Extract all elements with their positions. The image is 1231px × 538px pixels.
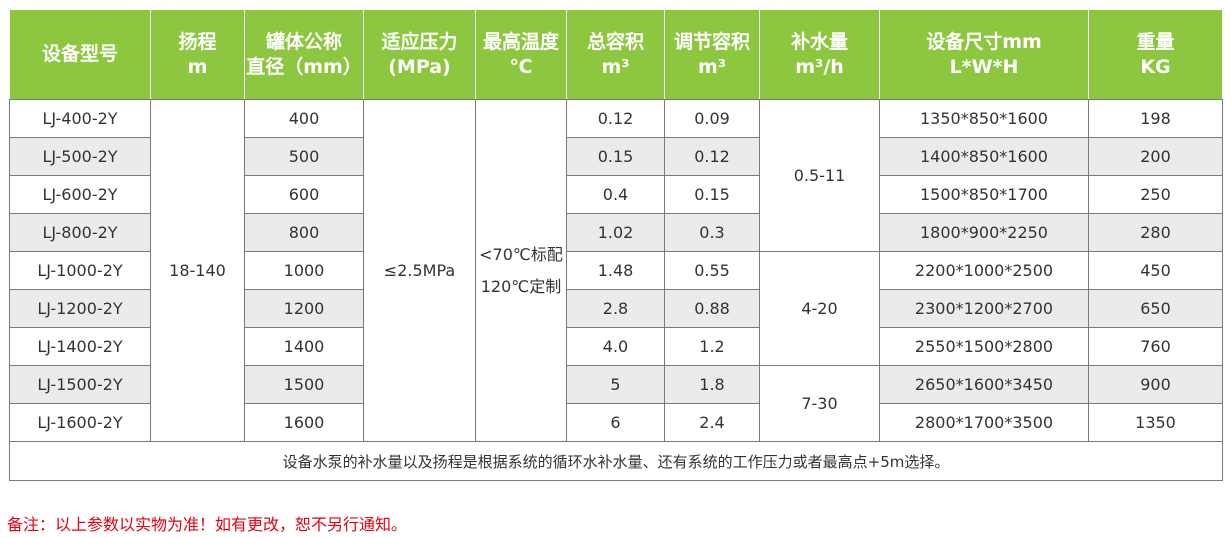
total-volume-cell: 5 [566, 365, 665, 404]
diameter-cell: 1400 [244, 327, 364, 366]
adjust-volume-cell: 1.8 [664, 365, 760, 404]
weight-cell: 1350 [1088, 403, 1223, 442]
table-row: LJ-1500-2Y 1500 5 1.8 7-30 2650*1600*345… [9, 365, 1223, 442]
total-volume-cell: 1.02 [566, 213, 665, 252]
model-cell: LJ-1400-2Y [9, 327, 151, 366]
model-cell: LJ-600-2Y [9, 175, 151, 214]
total-volume-cell: 0.15 [566, 137, 665, 176]
footnote-row: 设备水泵的补水量以及扬程是根据系统的循环水补水量、还有系统的工作压力或者最高点+… [9, 441, 1223, 481]
weight-cell: 650 [1088, 289, 1223, 328]
weight-cell: 450 [1088, 251, 1223, 290]
weight-cell: 200 [1088, 137, 1223, 176]
adjust-volume-cell: 1.2 [664, 327, 760, 366]
header-pressure: 适应压力 (MPa) [363, 9, 476, 100]
size-cell: 2800*1700*3500 [879, 403, 1089, 442]
adjust-volume-cell: 0.55 [664, 251, 760, 290]
total-volume-cell: 2.8 [566, 289, 665, 328]
header-size: 设备尺寸mm L*W*H [879, 9, 1089, 100]
water-supply-cell: 0.5-11 [759, 99, 880, 252]
adjust-volume-cell: 2.4 [664, 403, 760, 442]
table-row: LJ-400-2Y 18-140 400 ≤2.5MPa <70℃标配 120℃定… [9, 99, 1223, 442]
table-row: LJ-500-2Y 500 0.15 0.12 1400*850*1600 20… [9, 137, 1223, 176]
total-volume-cell: 0.4 [566, 175, 665, 214]
footnote-text: 设备水泵的补水量以及扬程是根据系统的循环水补水量、还有系统的工作压力或者最高点+… [9, 441, 1223, 481]
header-total-volume: 总容积 m³ [566, 9, 665, 100]
size-cell: 2650*1600*3450 [879, 365, 1089, 404]
weight-cell: 198 [1088, 99, 1223, 138]
model-cell: LJ-1000-2Y [9, 251, 151, 290]
header-adjust-volume: 调节容积 m³ [664, 9, 760, 100]
temperature-cell: <70℃标配 120℃定制 [475, 99, 567, 442]
size-cell: 2300*1200*2700 [879, 289, 1089, 328]
adjust-volume-cell: 0.09 [664, 99, 760, 138]
adjust-volume-cell: 0.12 [664, 137, 760, 176]
model-cell: LJ-1500-2Y [9, 365, 151, 404]
spec-table: 设备型号 扬程 m 罐体公称 直径（mm） 适应压力 (MPa) 最高温度 ℃ 总容积 m… [9, 9, 1223, 481]
weight-cell: 250 [1088, 175, 1223, 214]
weight-cell: 760 [1088, 327, 1223, 366]
adjust-volume-cell: 0.88 [664, 289, 760, 328]
diameter-cell: 1600 [244, 403, 364, 442]
size-cell: 1800*900*2250 [879, 213, 1089, 252]
size-cell: 1500*850*1700 [879, 175, 1089, 214]
diameter-cell: 1000 [244, 251, 364, 290]
size-cell: 1350*850*1600 [879, 99, 1089, 138]
header-weight: 重量 KG [1088, 9, 1223, 100]
header-row: 设备型号 扬程 m 罐体公称 直径（mm） 适应压力 (MPa) 最高温度 ℃ 总容积 m… [9, 9, 1223, 100]
header-model: 设备型号 [9, 9, 151, 100]
size-cell: 2200*1000*2500 [879, 251, 1089, 290]
model-cell: LJ-800-2Y [9, 213, 151, 252]
head-cell: 18-140 [150, 99, 245, 442]
model-cell: LJ-1600-2Y [9, 403, 151, 442]
header-temperature: 最高温度 ℃ [475, 9, 567, 100]
size-cell: 2550*1500*2800 [879, 327, 1089, 366]
header-head: 扬程 m [150, 9, 245, 100]
table-row: LJ-600-2Y 600 0.4 0.15 1500*850*1700 250 [9, 175, 1223, 214]
model-cell: LJ-1200-2Y [9, 289, 151, 328]
table-row: LJ-1600-2Y 1600 6 2.4 2800*1700*3500 135… [9, 403, 1223, 442]
diameter-cell: 800 [244, 213, 364, 252]
total-volume-cell: 6 [566, 403, 665, 442]
diameter-cell: 400 [244, 99, 364, 138]
adjust-volume-cell: 0.3 [664, 213, 760, 252]
diameter-cell: 500 [244, 137, 364, 176]
table-row: LJ-800-2Y 800 1.02 0.3 1800*900*2250 280 [9, 213, 1223, 252]
table-row: LJ-1400-2Y 1400 4.0 1.2 2550*1500*2800 7… [9, 327, 1223, 366]
table-row: LJ-1200-2Y 1200 2.8 0.88 2300*1200*2700 … [9, 289, 1223, 328]
adjust-volume-cell: 0.15 [664, 175, 760, 214]
diameter-cell: 600 [244, 175, 364, 214]
model-cell: LJ-400-2Y [9, 99, 151, 138]
total-volume-cell: 4.0 [566, 327, 665, 366]
remark-text: 备注：以上参数以实物为准！如有更改，恕不另行通知。 [7, 515, 408, 534]
water-supply-cell: 4-20 [759, 251, 880, 366]
total-volume-cell: 1.48 [566, 251, 665, 290]
diameter-cell: 1500 [244, 365, 364, 404]
pressure-cell: ≤2.5MPa [363, 99, 476, 442]
header-diameter: 罐体公称 直径（mm） [244, 9, 364, 100]
header-water-supply: 补水量 m³/h [759, 9, 880, 100]
model-cell: LJ-500-2Y [9, 137, 151, 176]
diameter-cell: 1200 [244, 289, 364, 328]
total-volume-cell: 0.12 [566, 99, 665, 138]
weight-cell: 280 [1088, 213, 1223, 252]
weight-cell: 900 [1088, 365, 1223, 404]
water-supply-cell: 7-30 [759, 365, 880, 442]
size-cell: 1400*850*1600 [879, 137, 1089, 176]
